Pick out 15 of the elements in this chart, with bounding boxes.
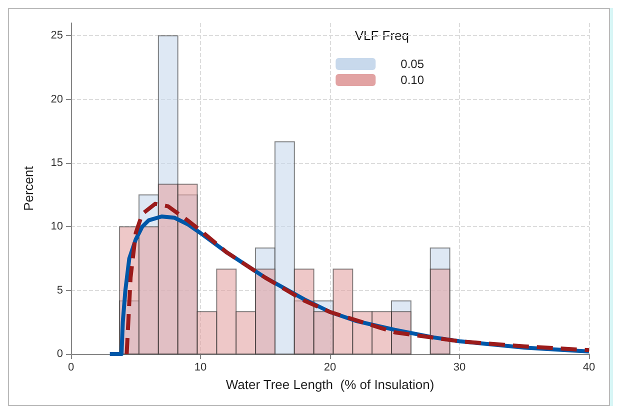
x-tick-label: 40 xyxy=(582,362,596,374)
y-tick-label: 5 xyxy=(56,284,63,296)
x-tick-label: 20 xyxy=(324,362,336,374)
legend-label: 0.05 xyxy=(400,57,424,71)
y-tick-label: 15 xyxy=(50,157,63,170)
x-tick-label: 30 xyxy=(453,362,466,374)
y-tick-label: 0 xyxy=(56,348,63,360)
x-tick-label: 10 xyxy=(194,362,207,374)
y-axis-title: Percent xyxy=(21,166,36,211)
legend-label: 0.10 xyxy=(400,73,424,87)
x-axis-title: Water Tree Length (% of Insulation) xyxy=(226,376,434,392)
y-tick-label: 25 xyxy=(50,30,63,42)
y-tick-label: 20 xyxy=(50,93,63,106)
y-tick-label: 10 xyxy=(50,220,63,233)
x-tick-label: 0 xyxy=(68,362,74,374)
